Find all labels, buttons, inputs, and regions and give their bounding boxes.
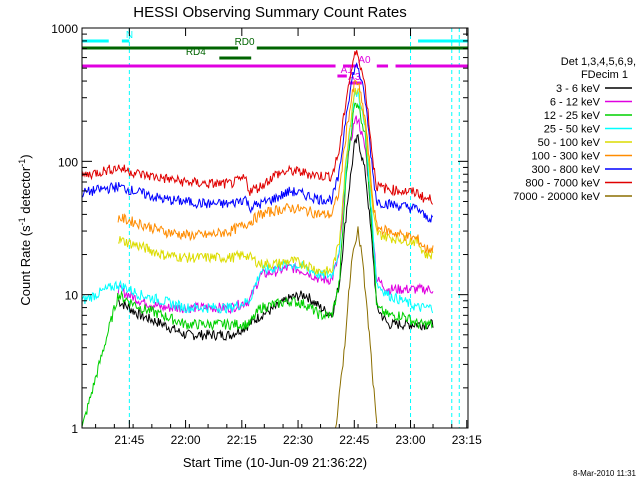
- series-line-5: [117, 80, 434, 254]
- series-line-3: [81, 89, 434, 314]
- legend-label-0: 3 - 6 keV: [556, 83, 601, 95]
- x-tick-label-6: 23:15: [452, 433, 482, 447]
- y-tick-label-2: 100: [58, 155, 78, 169]
- series-line-4: [118, 87, 434, 276]
- series-line-6: [81, 62, 434, 223]
- x-tick-label-3: 22:30: [283, 433, 313, 447]
- legend-label-3: 25 - 50 keV: [544, 124, 601, 136]
- series-line-1: [117, 115, 434, 315]
- legend-label-6: 300 - 800 keV: [532, 164, 601, 176]
- x-tick-label-5: 23:00: [396, 433, 426, 447]
- x-axis-label: Start Time (10-Jun-09 21:36:22): [183, 455, 367, 470]
- band-layer: NRD0RD4A0A1A3: [82, 30, 468, 85]
- band-label-a1: A1: [341, 65, 354, 76]
- band-label-rd4: RD4: [186, 47, 206, 58]
- x-tick-label-0: 21:45: [114, 433, 144, 447]
- legend-label-7: 800 - 7000 keV: [525, 178, 600, 190]
- legend: Det 1,3,4,5,6,9, FDecim 1 3 - 6 keV 6 - 1…: [513, 56, 636, 203]
- footer-date: 8-Mar-2010 11:31: [573, 469, 637, 478]
- series-layer: [81, 50, 434, 429]
- band-label-a3: A3: [348, 72, 361, 83]
- y-tick-label-1: 10: [65, 289, 79, 303]
- y-tick-label-3: 1000: [51, 22, 78, 36]
- y-tick-label-0: 1: [71, 422, 78, 436]
- x-tick-label-2: 22:15: [227, 433, 257, 447]
- y-axis-label: Count Rate (s-1 detector-1): [17, 154, 33, 305]
- legend-label-4: 50 - 100 keV: [538, 137, 601, 149]
- series-line-2: [81, 102, 434, 427]
- band-label-rd0: RD0: [235, 37, 255, 48]
- x-tick-label-1: 22:00: [171, 433, 201, 447]
- y-axis-ticks: 1 10 100 1000: [51, 22, 468, 436]
- legend-header-line2: FDecim 1: [581, 69, 628, 81]
- series-line-7: [81, 50, 433, 205]
- legend-label-2: 12 - 25 keV: [544, 110, 601, 122]
- x-axis-ticks: 21:45 22:00 22:15 22:30 22:45 23:00 23:15: [95, 28, 482, 447]
- legend-header-line1: Det 1,3,4,5,6,9,: [561, 56, 636, 68]
- legend-label-1: 6 - 12 keV: [550, 97, 601, 109]
- chart-title: HESSI Observing Summary Count Rates: [133, 4, 406, 21]
- series-line-8: [335, 226, 378, 429]
- series-line-0: [117, 133, 434, 342]
- x-tick-label-4: 22:45: [339, 433, 369, 447]
- band-label-a0: A0: [358, 55, 371, 66]
- plot-frame: [81, 27, 469, 429]
- legend-label-8: 7000 - 20000 keV: [513, 191, 601, 203]
- legend-label-5: 100 - 300 keV: [532, 151, 601, 163]
